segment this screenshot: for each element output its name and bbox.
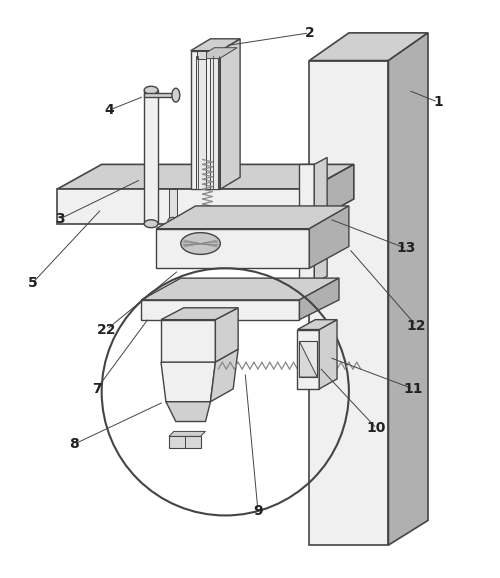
Polygon shape	[210, 55, 218, 189]
Polygon shape	[310, 61, 388, 545]
Text: 7: 7	[92, 382, 102, 396]
Polygon shape	[298, 320, 337, 329]
Text: 11: 11	[404, 382, 423, 396]
Polygon shape	[314, 157, 327, 283]
Polygon shape	[169, 436, 200, 448]
Polygon shape	[300, 278, 339, 320]
Text: 4: 4	[104, 103, 115, 117]
Polygon shape	[166, 402, 210, 421]
Ellipse shape	[172, 88, 180, 102]
Polygon shape	[156, 206, 349, 229]
Polygon shape	[169, 431, 205, 436]
Polygon shape	[141, 278, 339, 300]
Polygon shape	[300, 342, 317, 377]
Polygon shape	[141, 300, 300, 320]
Polygon shape	[161, 308, 238, 320]
Text: 10: 10	[367, 421, 386, 435]
Polygon shape	[144, 93, 176, 97]
Polygon shape	[298, 329, 319, 389]
Polygon shape	[300, 342, 317, 377]
Polygon shape	[161, 362, 216, 402]
Polygon shape	[196, 51, 206, 58]
Polygon shape	[210, 349, 238, 402]
Text: 22: 22	[97, 323, 116, 336]
Ellipse shape	[168, 217, 178, 224]
Text: 2: 2	[304, 26, 314, 40]
Text: 12: 12	[406, 318, 426, 332]
Polygon shape	[144, 90, 158, 224]
Polygon shape	[190, 51, 220, 189]
Text: 1: 1	[433, 95, 443, 109]
Polygon shape	[57, 189, 310, 224]
Polygon shape	[161, 320, 216, 362]
Polygon shape	[388, 33, 428, 545]
Ellipse shape	[144, 220, 158, 228]
Polygon shape	[310, 164, 354, 224]
Polygon shape	[310, 33, 428, 61]
Polygon shape	[319, 320, 337, 389]
Polygon shape	[169, 189, 177, 221]
Text: 8: 8	[69, 437, 79, 451]
Ellipse shape	[181, 232, 220, 254]
Polygon shape	[190, 39, 240, 51]
Text: 3: 3	[56, 212, 65, 226]
Polygon shape	[196, 55, 205, 189]
Text: 5: 5	[28, 276, 38, 290]
Polygon shape	[196, 48, 237, 58]
Polygon shape	[57, 164, 354, 189]
Text: 13: 13	[396, 242, 416, 255]
Polygon shape	[216, 308, 238, 362]
Polygon shape	[300, 164, 314, 283]
Text: 9: 9	[253, 503, 262, 517]
Polygon shape	[310, 206, 349, 268]
Polygon shape	[220, 39, 240, 189]
Polygon shape	[156, 229, 310, 268]
Ellipse shape	[144, 86, 158, 94]
